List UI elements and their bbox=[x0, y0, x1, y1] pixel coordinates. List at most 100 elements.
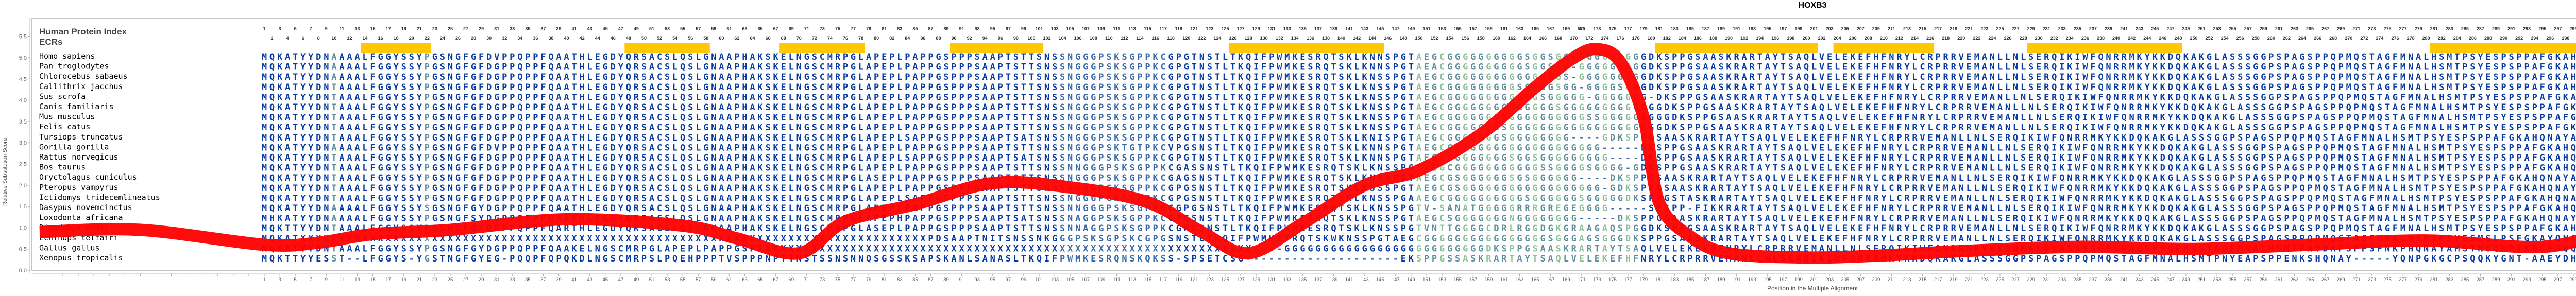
svg-text:P: P bbox=[905, 123, 910, 133]
svg-text:S: S bbox=[401, 52, 406, 62]
svg-text:S: S bbox=[975, 52, 980, 62]
svg-text:F: F bbox=[2090, 62, 2095, 73]
svg-text:K: K bbox=[2153, 52, 2158, 62]
svg-text:L: L bbox=[897, 133, 902, 143]
svg-text:R: R bbox=[1951, 52, 1957, 62]
svg-text:D: D bbox=[486, 123, 492, 133]
svg-text:Y: Y bbox=[1904, 72, 1910, 82]
svg-text:R: R bbox=[1896, 52, 1902, 62]
svg-text:A: A bbox=[1757, 102, 1762, 113]
svg-text:G: G bbox=[1710, 113, 1716, 123]
svg-text:L: L bbox=[2005, 82, 2010, 93]
svg-text:S: S bbox=[1524, 62, 1530, 73]
svg-text:S: S bbox=[812, 102, 817, 113]
svg-text:E: E bbox=[882, 143, 887, 153]
svg-text:N: N bbox=[324, 72, 329, 82]
svg-text:M: M bbox=[2129, 62, 2134, 73]
svg-text:M: M bbox=[262, 102, 267, 113]
x-tick-label: 105 bbox=[1066, 277, 1074, 283]
x-tick-label: 263 bbox=[2291, 277, 2299, 283]
index-number: 246 bbox=[2159, 36, 2166, 41]
svg-text:Y: Y bbox=[1904, 62, 1910, 73]
svg-text:E: E bbox=[1858, 102, 1863, 113]
svg-text:G: G bbox=[1656, 113, 1662, 123]
svg-text:G: G bbox=[1432, 102, 1437, 113]
index-number: 145 bbox=[1376, 26, 1384, 31]
svg-text:C: C bbox=[1920, 72, 1925, 82]
svg-text:E: E bbox=[1866, 92, 1871, 102]
index-number: 167 bbox=[1547, 26, 1554, 31]
index-number: 11 bbox=[340, 26, 345, 31]
svg-text:G: G bbox=[703, 82, 708, 93]
index-number: 289 bbox=[2492, 26, 2500, 31]
svg-text:L: L bbox=[587, 113, 592, 123]
svg-text:P: P bbox=[734, 113, 739, 123]
index-number: 257 bbox=[2244, 26, 2252, 31]
svg-text:G: G bbox=[2214, 92, 2219, 102]
x-tick-label: 59 bbox=[711, 277, 717, 283]
svg-text:S: S bbox=[1013, 62, 1019, 73]
x-tick-label: 159 bbox=[1484, 277, 1493, 283]
svg-text:K: K bbox=[2183, 52, 2189, 62]
index-number: 29 bbox=[479, 26, 484, 31]
svg-text:K: K bbox=[2067, 72, 2073, 82]
svg-text:S: S bbox=[401, 123, 406, 133]
svg-text:L: L bbox=[696, 113, 701, 123]
svg-text:T: T bbox=[2385, 102, 2390, 113]
svg-text:P: P bbox=[1951, 123, 1956, 133]
x-tick-label: 183 bbox=[1670, 277, 1679, 283]
svg-text:A: A bbox=[285, 92, 290, 102]
svg-text:M: M bbox=[2129, 52, 2134, 62]
svg-text:G: G bbox=[1447, 113, 1452, 123]
svg-text:G: G bbox=[2284, 113, 2289, 123]
svg-text:S: S bbox=[665, 82, 670, 93]
svg-text:P: P bbox=[920, 62, 925, 73]
svg-text:G: G bbox=[1587, 62, 1592, 73]
x-tick-label: 17 bbox=[385, 277, 391, 283]
svg-text:G: G bbox=[1532, 123, 1537, 133]
x-tick-label: 289 bbox=[2492, 277, 2500, 283]
svg-text:K: K bbox=[1292, 102, 1298, 113]
svg-text:Y: Y bbox=[2160, 123, 2166, 133]
svg-text:S: S bbox=[1556, 102, 1561, 113]
svg-text:L: L bbox=[587, 82, 592, 93]
svg-text:S: S bbox=[409, 123, 414, 133]
svg-text:D: D bbox=[2168, 72, 2173, 82]
svg-text:P: P bbox=[525, 62, 530, 73]
svg-text:S: S bbox=[1122, 123, 1127, 133]
svg-text:K: K bbox=[2183, 62, 2189, 73]
x-tick-label: 65 bbox=[757, 277, 763, 283]
index-number: 177 bbox=[1624, 26, 1632, 31]
svg-text:M: M bbox=[2454, 92, 2460, 102]
svg-text:S: S bbox=[975, 113, 980, 123]
svg-text:A: A bbox=[2191, 52, 2196, 62]
svg-text:S: S bbox=[943, 133, 948, 143]
svg-text:T: T bbox=[2393, 113, 2398, 123]
svg-text:Q: Q bbox=[680, 123, 685, 133]
x-tick-label: 209 bbox=[1872, 277, 1880, 283]
svg-text:R: R bbox=[2044, 62, 2049, 73]
ecr-bars bbox=[361, 43, 2576, 53]
svg-text:K: K bbox=[1850, 52, 1856, 62]
svg-text:G: G bbox=[1509, 72, 1514, 82]
svg-text:F: F bbox=[540, 123, 546, 133]
svg-text:E: E bbox=[595, 143, 600, 153]
svg-text:P: P bbox=[1936, 72, 1941, 82]
svg-text:C: C bbox=[1439, 72, 1445, 82]
svg-text:S: S bbox=[641, 113, 647, 123]
svg-text:G: G bbox=[804, 113, 809, 123]
svg-text:A: A bbox=[649, 82, 654, 93]
svg-text:P: P bbox=[525, 123, 530, 133]
svg-text:N: N bbox=[1904, 123, 1909, 133]
svg-text:K: K bbox=[1238, 133, 1244, 143]
index-number: 141 bbox=[1345, 26, 1353, 31]
svg-text:M: M bbox=[262, 143, 267, 153]
x-tick-label: 23 bbox=[432, 277, 438, 283]
svg-text:G: G bbox=[2385, 62, 2390, 73]
svg-text:A: A bbox=[982, 113, 988, 123]
svg-text:E: E bbox=[595, 82, 600, 93]
svg-text:G: G bbox=[1083, 113, 1088, 123]
svg-text:P: P bbox=[2323, 92, 2328, 102]
